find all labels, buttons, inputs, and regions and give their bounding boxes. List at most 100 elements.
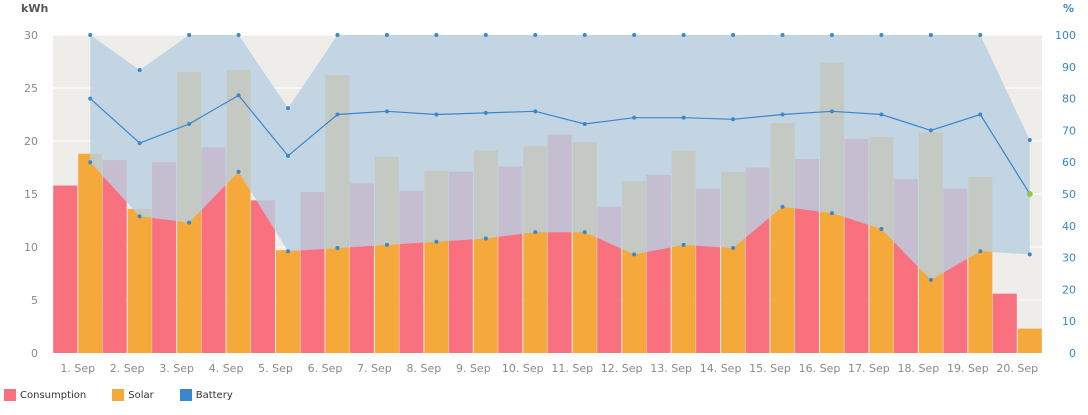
battery-avg-point-5 <box>286 153 291 158</box>
battery-max-point-6 <box>335 33 340 37</box>
battery-min-point-20 <box>1027 252 1032 257</box>
left-tick-label-10: 10 <box>24 241 38 254</box>
battery-latest-marker <box>1026 191 1033 197</box>
left-tick-label-5: 5 <box>31 294 38 307</box>
battery-max-point-7 <box>384 33 389 37</box>
x-tick-label-15: 15. Sep <box>749 362 791 375</box>
battery-min-point-9 <box>483 236 488 241</box>
right-tick-label-20: 20 <box>1062 283 1076 296</box>
battery-min-point-7 <box>384 242 389 247</box>
left-tick-label-20: 20 <box>24 135 38 148</box>
x-tick-label-12: 12. Sep <box>601 362 643 375</box>
battery-min-point-8 <box>434 239 439 244</box>
legend-item-solar[interactable]: Solar <box>112 389 154 401</box>
left-tick-label-15: 15 <box>24 188 38 201</box>
right-tick-label-90: 90 <box>1062 61 1076 74</box>
battery-min-point-14 <box>731 246 736 251</box>
legend-item-consumption[interactable]: Consumption <box>4 389 86 401</box>
solar-bar-2 <box>127 208 152 353</box>
solar-bar-1 <box>78 153 103 353</box>
battery-avg-point-4 <box>236 93 241 98</box>
battery-min-point-2 <box>137 214 142 219</box>
right-tick-label-80: 80 <box>1062 93 1076 106</box>
battery-min-point-15 <box>780 204 785 209</box>
solar-bar-5 <box>276 250 301 353</box>
right-tick-label-50: 50 <box>1062 188 1076 201</box>
x-tick-label-17: 17. Sep <box>848 362 890 375</box>
battery-min-point-3 <box>187 220 192 225</box>
battery-min-point-10 <box>533 230 538 235</box>
battery-max-point-18 <box>928 33 933 37</box>
battery-max-point-3 <box>187 33 192 37</box>
battery-max-point-12 <box>632 33 637 37</box>
battery-avg-point-16 <box>829 109 834 114</box>
battery-avg-point-1 <box>88 96 93 101</box>
battery-min-point-5 <box>286 249 291 254</box>
battery-max-point-15 <box>780 33 785 37</box>
right-tick-label-100: 100 <box>1055 29 1076 42</box>
battery-avg-point-7 <box>384 109 389 114</box>
battery-avg-point-6 <box>335 112 340 117</box>
right-tick-label-0: 0 <box>1069 347 1076 360</box>
consumption-bar-1 <box>53 185 78 353</box>
legend-swatch-battery <box>179 389 192 401</box>
battery-min-point-1 <box>88 160 93 165</box>
battery-avg-point-10 <box>533 109 538 114</box>
battery-max-point-14 <box>731 33 736 37</box>
battery-min-point-4 <box>236 169 241 174</box>
x-tick-label-5: 5. Sep <box>258 362 293 375</box>
battery-max-point-13 <box>681 33 686 37</box>
left-tick-label-0: 0 <box>31 347 38 360</box>
battery-avg-point-2 <box>137 141 142 146</box>
battery-max-point-17 <box>879 33 884 37</box>
x-tick-label-1: 1. Sep <box>60 362 95 375</box>
right-tick-label-60: 60 <box>1062 156 1076 169</box>
x-tick-label-19: 19. Sep <box>947 362 989 375</box>
x-tick-label-18: 18. Sep <box>898 362 940 375</box>
battery-max-point-5 <box>286 106 291 111</box>
x-tick-label-16: 16. Sep <box>799 362 841 375</box>
x-tick-label-13: 13. Sep <box>650 362 692 375</box>
x-tick-label-6: 6. Sep <box>308 362 343 375</box>
battery-min-point-6 <box>335 246 340 251</box>
right-tick-label-30: 30 <box>1062 252 1076 265</box>
battery-avg-point-14 <box>731 117 736 122</box>
consumption-bar-20 <box>992 293 1017 353</box>
battery-avg-point-3 <box>187 122 192 127</box>
battery-average-line <box>89 94 1031 195</box>
battery-max-point-1 <box>88 33 93 37</box>
battery-max-point-11 <box>582 33 587 37</box>
left-tick-label-25: 25 <box>24 82 38 95</box>
x-tick-label-2: 2. Sep <box>110 362 145 375</box>
legend-label-consumption: Consumption <box>20 389 87 401</box>
battery-min-point-17 <box>879 226 884 231</box>
legend-label-solar: Solar <box>128 389 154 401</box>
battery-avg-point-19 <box>978 112 983 117</box>
right-tick-label-40: 40 <box>1062 220 1076 233</box>
battery-max-point-8 <box>434 33 439 37</box>
x-tick-label-3: 3. Sep <box>159 362 194 375</box>
legend-item-battery[interactable]: Battery <box>179 389 233 401</box>
x-tick-label-10: 10. Sep <box>502 362 544 375</box>
solar-bar-20 <box>1017 328 1042 353</box>
x-tick-label-4: 4. Sep <box>209 362 244 375</box>
consumption-bar-5 <box>251 200 276 353</box>
right-axis-unit: % <box>1063 2 1075 15</box>
legend-swatch-consumption <box>4 389 16 401</box>
battery-min-point-13 <box>681 242 686 247</box>
battery-min-point-18 <box>928 277 933 282</box>
legend: Consumption Solar Battery <box>4 386 259 404</box>
battery-avg-point-15 <box>780 112 785 117</box>
battery-max-point-19 <box>978 33 983 37</box>
left-axis-unit: kWh <box>21 2 49 15</box>
battery-avg-point-18 <box>928 128 933 133</box>
battery-max-point-16 <box>829 33 834 37</box>
battery-avg-point-12 <box>632 115 637 120</box>
left-tick-label-30: 30 <box>24 29 38 42</box>
x-tick-label-7: 7. Sep <box>357 362 392 375</box>
x-tick-label-14: 14. Sep <box>700 362 742 375</box>
battery-max-point-2 <box>137 67 142 72</box>
battery-min-point-12 <box>632 252 637 257</box>
